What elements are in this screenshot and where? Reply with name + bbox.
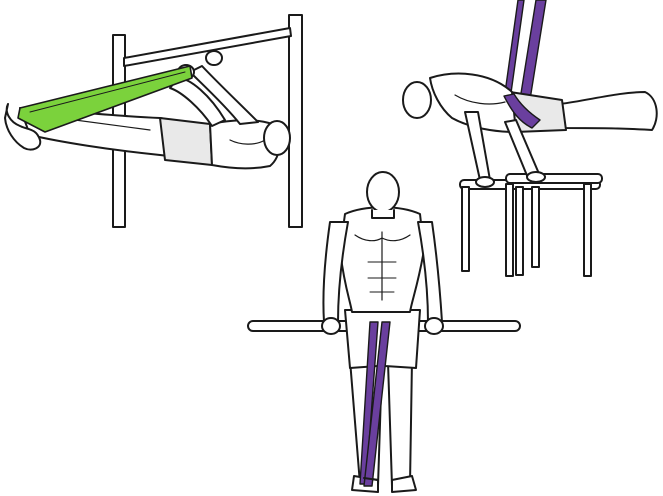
purple-band-hip-loop: [503, 93, 541, 129]
straight-bar-dip-panel: [247, 171, 521, 493]
pullup-bar-frame: [112, 14, 303, 228]
green-resistance-band: [17, 65, 193, 133]
planche-athlete: [402, 72, 658, 188]
planche-panel: [402, 0, 658, 277]
purple-resistance-band: [359, 321, 391, 487]
parallettes: [459, 173, 603, 277]
front-lever-panel: [4, 14, 303, 228]
